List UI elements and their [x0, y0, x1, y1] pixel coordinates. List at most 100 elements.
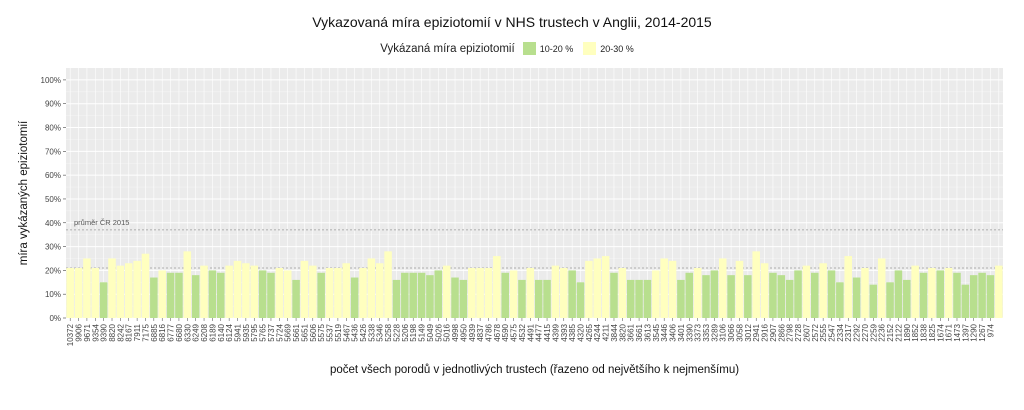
bar	[710, 270, 719, 318]
bar	[350, 277, 359, 318]
x-tick-label: 10372	[66, 323, 75, 346]
x-tick-label: 4320	[577, 323, 586, 341]
bar	[752, 251, 760, 318]
bar	[116, 265, 125, 318]
y-tick-label: 20%	[45, 266, 61, 275]
bar	[585, 260, 593, 318]
x-tick-label: 5661	[292, 323, 301, 341]
x-tick-label: 974	[986, 323, 995, 337]
bar	[735, 260, 744, 318]
x-tick-label: 3390	[685, 323, 694, 341]
x-tick-label: 1671	[945, 323, 954, 341]
bar	[225, 265, 233, 318]
y-axis: 0% 10% 20% 30% 40% 50% 60% 70% 80% 90% 100%	[41, 76, 66, 323]
x-axis: 10372 9906 9671 9354 9390 8820 8242 8167 7911 717…	[66, 318, 995, 346]
bar	[267, 272, 275, 318]
x-tick-label: 2941	[752, 323, 761, 341]
x-tick-label: 4950	[459, 323, 468, 341]
bar	[233, 260, 242, 318]
bar	[451, 277, 459, 318]
x-tick-label: 2334	[836, 323, 845, 341]
x-tick-label: 5606	[309, 323, 318, 341]
bar	[844, 256, 852, 318]
x-tick-label: 5436	[351, 323, 360, 341]
bar	[83, 258, 91, 318]
legend-swatch-10-20	[522, 42, 536, 55]
bar	[978, 272, 986, 318]
bar	[150, 277, 158, 318]
bar	[836, 282, 844, 318]
bar	[275, 268, 284, 318]
x-tick-label: 5467	[342, 323, 351, 341]
bar	[810, 272, 819, 318]
bar	[560, 268, 568, 318]
bar	[334, 268, 342, 318]
x-tick-label: 5228	[392, 323, 401, 341]
legend-item-10-20: 10-20 %	[522, 42, 573, 55]
bar	[702, 275, 710, 318]
bar	[969, 275, 978, 318]
bar	[986, 275, 995, 318]
bar	[643, 279, 652, 318]
bar	[200, 265, 208, 318]
y-tick-label: 70%	[45, 147, 61, 156]
x-tick-label: 6249	[192, 323, 201, 341]
x-tick-label: 4786	[484, 323, 493, 341]
x-tick-label: 9671	[83, 323, 92, 341]
bar	[242, 263, 250, 318]
bar	[727, 275, 735, 318]
bar	[108, 258, 116, 318]
bar	[493, 256, 501, 318]
bar	[877, 258, 886, 318]
x-tick-label: 6330	[183, 323, 192, 341]
x-tick-label: 9906	[75, 323, 84, 341]
y-tick-label: 50%	[45, 195, 61, 204]
x-tick-label: 5426	[359, 323, 368, 341]
bar	[66, 268, 74, 318]
x-tick-label: 4415	[543, 323, 552, 341]
bar	[744, 275, 752, 318]
x-tick-label: 9354	[91, 323, 100, 341]
x-tick-label: 1290	[970, 323, 979, 341]
bar	[484, 268, 493, 318]
x-tick-label: 2798	[786, 323, 795, 341]
bar	[217, 272, 225, 318]
x-tick-label: 4399	[551, 323, 560, 341]
legend: Vykázaná míra epiziotomií 10-20 % 20-30 …	[0, 42, 1024, 55]
x-tick-label: 1852	[911, 323, 920, 341]
x-tick-label: 5198	[409, 323, 418, 341]
x-tick-label: 4532	[518, 323, 527, 341]
x-tick-label: 1890	[903, 323, 912, 341]
x-tick-label: 6124	[225, 323, 234, 341]
bar	[518, 279, 526, 318]
bar	[459, 279, 468, 318]
bar	[359, 268, 367, 318]
x-tick-label: 4244	[593, 323, 602, 341]
x-tick-label: 4477	[535, 323, 544, 341]
reference-line-label: průměr ČR 2015	[74, 218, 129, 227]
x-tick-label: 1397	[961, 323, 970, 341]
y-tick-label: 40%	[45, 219, 61, 228]
x-tick-label: 5026	[434, 323, 443, 341]
bar	[919, 272, 928, 318]
bar	[300, 260, 309, 318]
x-tick-label: 3545	[652, 323, 661, 341]
chart-title: Vykazovaná míra epiziotomií v NHS truste…	[312, 14, 712, 30]
bar	[827, 270, 836, 318]
bar	[886, 282, 894, 318]
x-tick-label: 2607	[802, 323, 811, 341]
y-tick-label: 30%	[45, 243, 61, 252]
legend-item-20-30: 20-30 %	[583, 42, 634, 55]
bar	[928, 268, 936, 318]
x-tick-label: 3446	[660, 323, 669, 341]
x-tick-label: 5669	[284, 323, 293, 341]
x-tick-label: 2866	[777, 323, 786, 341]
bar	[309, 265, 317, 318]
bar	[342, 263, 351, 318]
bar	[175, 272, 183, 318]
bar	[618, 268, 627, 318]
bar	[409, 272, 417, 318]
x-tick-label: 4678	[493, 323, 502, 341]
x-axis-title: počet všech porodů v jednotlivých truste…	[330, 364, 739, 376]
